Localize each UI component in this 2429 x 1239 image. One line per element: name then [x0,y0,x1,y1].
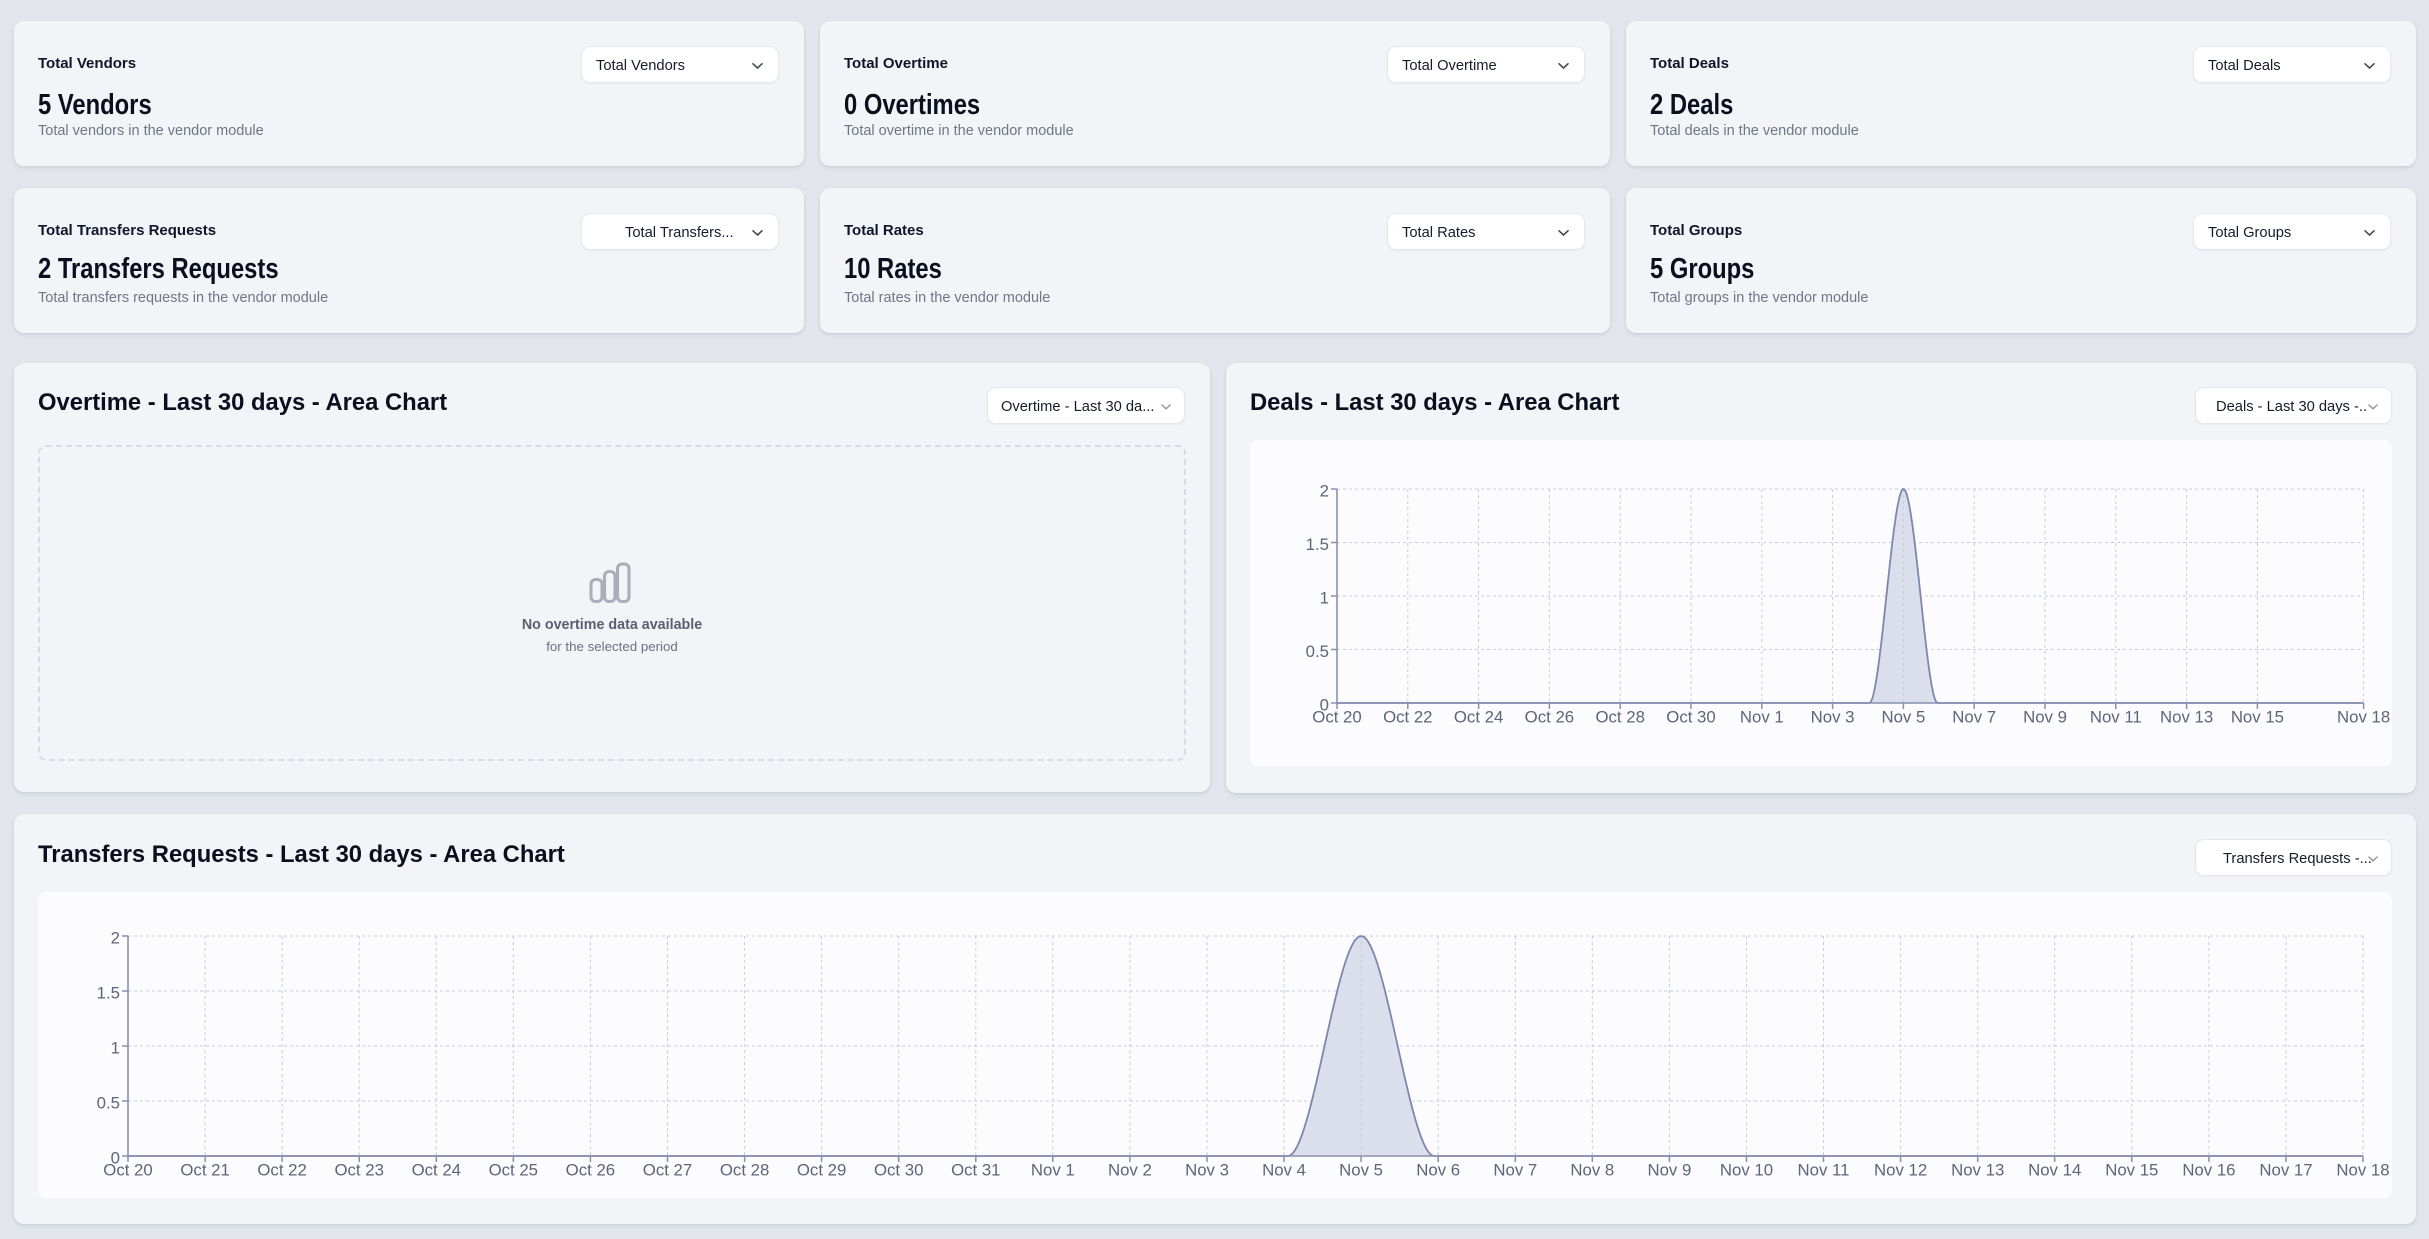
svg-text:Oct 27: Oct 27 [643,1161,692,1180]
svg-text:Nov 14: Nov 14 [2028,1161,2081,1180]
svg-text:Nov 8: Nov 8 [1570,1161,1614,1180]
svg-text:Nov 13: Nov 13 [1951,1161,2004,1180]
svg-text:Oct 22: Oct 22 [1383,708,1432,727]
svg-text:Nov 7: Nov 7 [1493,1161,1537,1180]
svg-text:0.5: 0.5 [97,1094,120,1113]
svg-text:Nov 9: Nov 9 [2023,708,2067,727]
svg-text:Nov 12: Nov 12 [1874,1161,1927,1180]
svg-text:2: 2 [111,929,120,948]
svg-text:Nov 6: Nov 6 [1416,1161,1460,1180]
svg-text:Oct 23: Oct 23 [334,1161,383,1180]
svg-text:Oct 31: Oct 31 [951,1161,1000,1180]
svg-text:Oct 20: Oct 20 [103,1161,152,1180]
svg-text:Oct 30: Oct 30 [874,1161,923,1180]
svg-text:1.5: 1.5 [97,984,120,1003]
svg-text:Nov 3: Nov 3 [1811,708,1855,727]
svg-text:Oct 24: Oct 24 [1454,708,1503,727]
svg-text:Oct 29: Oct 29 [797,1161,846,1180]
svg-text:Nov 13: Nov 13 [2160,708,2213,727]
svg-text:1: 1 [111,1039,120,1058]
svg-text:1.5: 1.5 [1306,535,1329,554]
svg-text:Nov 1: Nov 1 [1740,708,1784,727]
svg-text:2: 2 [1320,482,1329,501]
svg-text:Oct 28: Oct 28 [1595,708,1644,727]
svg-text:0.5: 0.5 [1306,642,1329,661]
svg-text:Nov 17: Nov 17 [2259,1161,2312,1180]
svg-text:Nov 5: Nov 5 [1339,1161,1383,1180]
svg-text:Oct 25: Oct 25 [489,1161,538,1180]
svg-text:0: 0 [1320,696,1329,715]
svg-text:Oct 26: Oct 26 [1525,708,1574,727]
svg-text:Nov 16: Nov 16 [2182,1161,2235,1180]
svg-text:Oct 22: Oct 22 [257,1161,306,1180]
svg-text:1: 1 [1320,589,1329,608]
svg-text:Nov 3: Nov 3 [1185,1161,1229,1180]
svg-text:Nov 11: Nov 11 [2090,708,2142,727]
svg-text:Nov 15: Nov 15 [2105,1161,2158,1180]
svg-text:0: 0 [111,1149,120,1168]
svg-text:Oct 21: Oct 21 [180,1161,229,1180]
svg-text:Oct 20: Oct 20 [1312,708,1361,727]
svg-text:Nov 15: Nov 15 [2231,708,2284,727]
svg-text:Nov 7: Nov 7 [1952,708,1996,727]
svg-text:Nov 4: Nov 4 [1262,1161,1306,1180]
svg-text:Nov 9: Nov 9 [1647,1161,1691,1180]
svg-text:Nov 10: Nov 10 [1720,1161,1773,1180]
svg-text:Nov 18: Nov 18 [2336,1161,2389,1180]
svg-text:Nov 2: Nov 2 [1108,1161,1152,1180]
svg-text:Nov 11: Nov 11 [1798,1161,1850,1180]
svg-text:Oct 24: Oct 24 [412,1161,461,1180]
svg-text:Oct 26: Oct 26 [566,1161,615,1180]
svg-text:Oct 28: Oct 28 [720,1161,769,1180]
svg-text:Nov 1: Nov 1 [1031,1161,1075,1180]
svg-text:Oct 30: Oct 30 [1666,708,1715,727]
svg-text:Nov 5: Nov 5 [1881,708,1925,727]
svg-text:Nov 18: Nov 18 [2337,708,2390,727]
